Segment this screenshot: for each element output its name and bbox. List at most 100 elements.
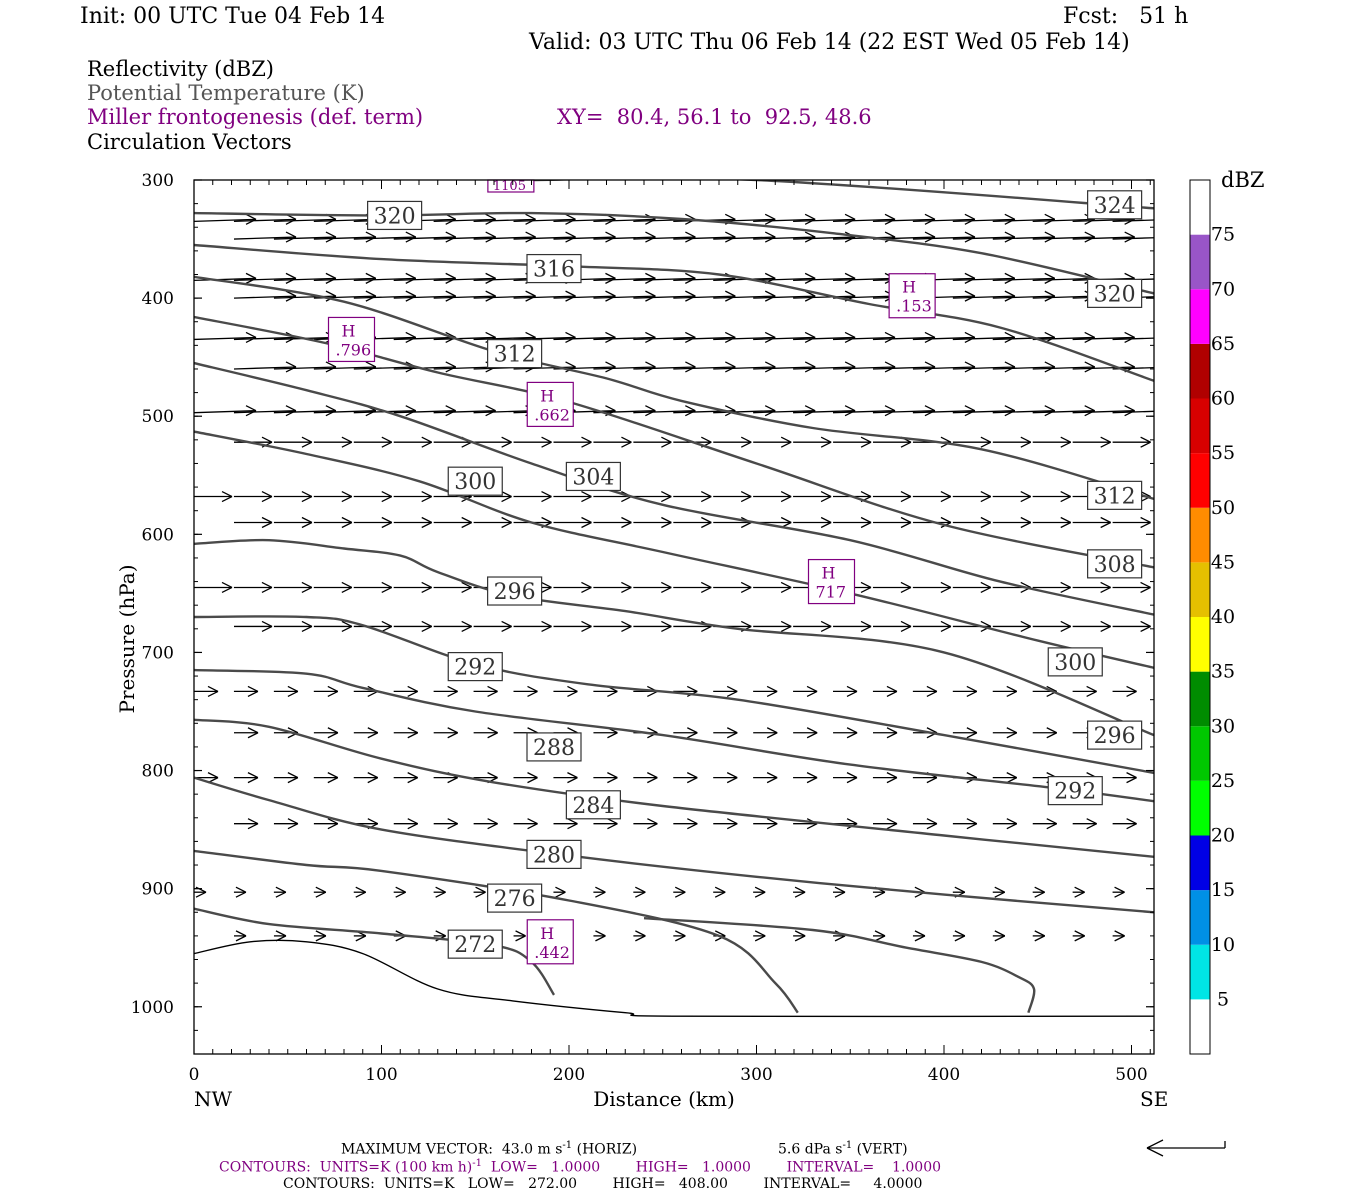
circulation-vector-396	[992, 886, 1006, 898]
svg-text:304: 304	[572, 465, 614, 490]
circulation-vector-325	[992, 727, 1018, 739]
footer-vert-scale: 5.6 dPa s-1 (VERT)	[778, 1140, 908, 1158]
colorbar-label-35: 35	[1211, 661, 1235, 683]
theta-label-8: 284	[565, 790, 621, 820]
svg-text:308: 308	[1094, 553, 1136, 578]
theta-label-11: 272	[447, 929, 503, 959]
circulation-vector-422	[1112, 930, 1125, 942]
theta-label-3: 300	[447, 466, 503, 496]
circulation-vector-236	[233, 581, 273, 594]
circulation-vector-175	[633, 436, 672, 448]
circulation-vector-326	[1032, 727, 1058, 739]
circulation-vector-280	[1072, 620, 1111, 633]
circulation-vector-297	[793, 685, 818, 697]
circulation-vector-24	[233, 231, 297, 243]
circulation-vector-192	[353, 490, 393, 503]
circulation-vector-232	[1032, 516, 1072, 529]
frontogenesis-high-1: H.662	[526, 381, 574, 428]
circulation-vector-359	[473, 818, 498, 830]
svg-text:.796: .796	[336, 340, 372, 359]
y-tick-label-500: 500	[142, 407, 174, 427]
axes: 300 400 500 600 700 800 900 1000 0 100 200 300 400 50…	[115, 171, 1168, 1111]
colorbar-label-5: 5	[1217, 988, 1229, 1010]
colorbar: 5 10 15 20 25 30 35 40 45 50 55 60 65 70 75 dBZ	[1189, 168, 1264, 1055]
svg-text:1105: 1105	[493, 179, 526, 194]
circulation-vector-383	[473, 886, 486, 898]
circulation-vector-260	[273, 620, 313, 633]
colorbar-label-60: 60	[1211, 388, 1235, 410]
circulation-vector-363	[633, 818, 658, 830]
circulation-vector-324	[952, 727, 978, 739]
circulation-vector-334	[393, 772, 418, 784]
x-tick-label-400: 400	[928, 1065, 960, 1085]
circulation-vector-230	[952, 516, 992, 529]
theta-contour-296-7	[194, 538, 1154, 737]
theta-label-16: 300	[1047, 647, 1103, 677]
frontogenesis-high-2: H.153	[888, 273, 936, 319]
y-tick-label-700: 700	[142, 643, 174, 663]
theta-contour-312-3	[194, 275, 1154, 501]
circulation-vector-241	[433, 581, 472, 594]
theta-contour-292-8	[194, 615, 1154, 775]
circulation-vector-401	[273, 930, 287, 942]
circulation-vector-278	[992, 620, 1032, 633]
circulation-vector-23	[1112, 219, 1154, 222]
circulation-vector-216	[393, 516, 433, 529]
circulation-vector-410	[633, 930, 646, 942]
circulation-vector-189	[233, 490, 273, 503]
circulation-vector-117	[1112, 337, 1154, 341]
svg-text:292: 292	[1054, 780, 1096, 805]
circulation-vector-205	[872, 490, 912, 503]
circulation-vector-379	[313, 886, 327, 898]
circulation-vector-358	[433, 818, 458, 830]
circulation-vector-399	[1112, 886, 1125, 898]
svg-text:320: 320	[1094, 282, 1136, 307]
colorbar-label-25: 25	[1211, 770, 1235, 792]
circulation-vector-370	[912, 818, 938, 830]
circulation-vector-245	[593, 581, 632, 594]
circulation-vector-332	[313, 772, 339, 784]
circulation-vector-377	[233, 886, 247, 898]
circulation-vector-187	[1112, 436, 1151, 448]
colorbar-swatch-13	[1190, 289, 1210, 344]
circulation-vector-264	[433, 620, 472, 633]
circulation-vector-365	[713, 818, 738, 830]
colorbar-label-70: 70	[1211, 278, 1235, 300]
circulation-vector-200	[673, 490, 712, 503]
circulation-vector-416	[873, 930, 886, 942]
legend-theta: Potential Temperature (K)	[87, 81, 365, 105]
colorbar-frame	[1189, 179, 1211, 1055]
colorbar-swatch-3	[1190, 835, 1210, 891]
circulation-vector-281	[1112, 620, 1151, 633]
circulation-vector-180	[833, 436, 872, 448]
svg-text:300: 300	[454, 470, 496, 495]
circulation-vector-413	[753, 930, 766, 942]
circulation-vector-310	[393, 727, 419, 739]
circulation-vector-389	[713, 886, 726, 898]
circulation-vector-220	[553, 516, 592, 529]
circulation-vector-376	[194, 886, 207, 898]
circulation-vector-257	[1072, 581, 1111, 594]
colorbar-swatch-0	[1190, 999, 1210, 1054]
theta-label-4: 304	[565, 461, 621, 492]
footer-contours-theta: CONTOURS: UNITS=K LOW= 272.00 HIGH= 408.…	[283, 1176, 923, 1192]
circulation-vector-287	[393, 685, 418, 697]
theta-label-13: 320	[1087, 278, 1143, 308]
circulation-vector-234	[1112, 516, 1151, 529]
y-tick-label-900: 900	[142, 880, 174, 900]
circulation-vector-258	[1112, 581, 1151, 594]
x-tick-label-100: 100	[365, 1065, 397, 1085]
circulation-vector-193	[393, 490, 432, 503]
circulation-vector-183	[952, 436, 992, 448]
circulation-vector-209	[1032, 490, 1071, 503]
theta-contour-276-12	[194, 849, 799, 1014]
circulation-vector-301	[952, 685, 978, 697]
theta-contour-288-9	[194, 668, 1154, 803]
colorbar-swatch-1	[1190, 944, 1210, 1000]
circulation-vector-353	[234, 818, 259, 830]
colorbar-label-40: 40	[1211, 606, 1235, 628]
circulation-vector-320	[793, 727, 818, 739]
theta-label-6: 292	[447, 652, 503, 682]
